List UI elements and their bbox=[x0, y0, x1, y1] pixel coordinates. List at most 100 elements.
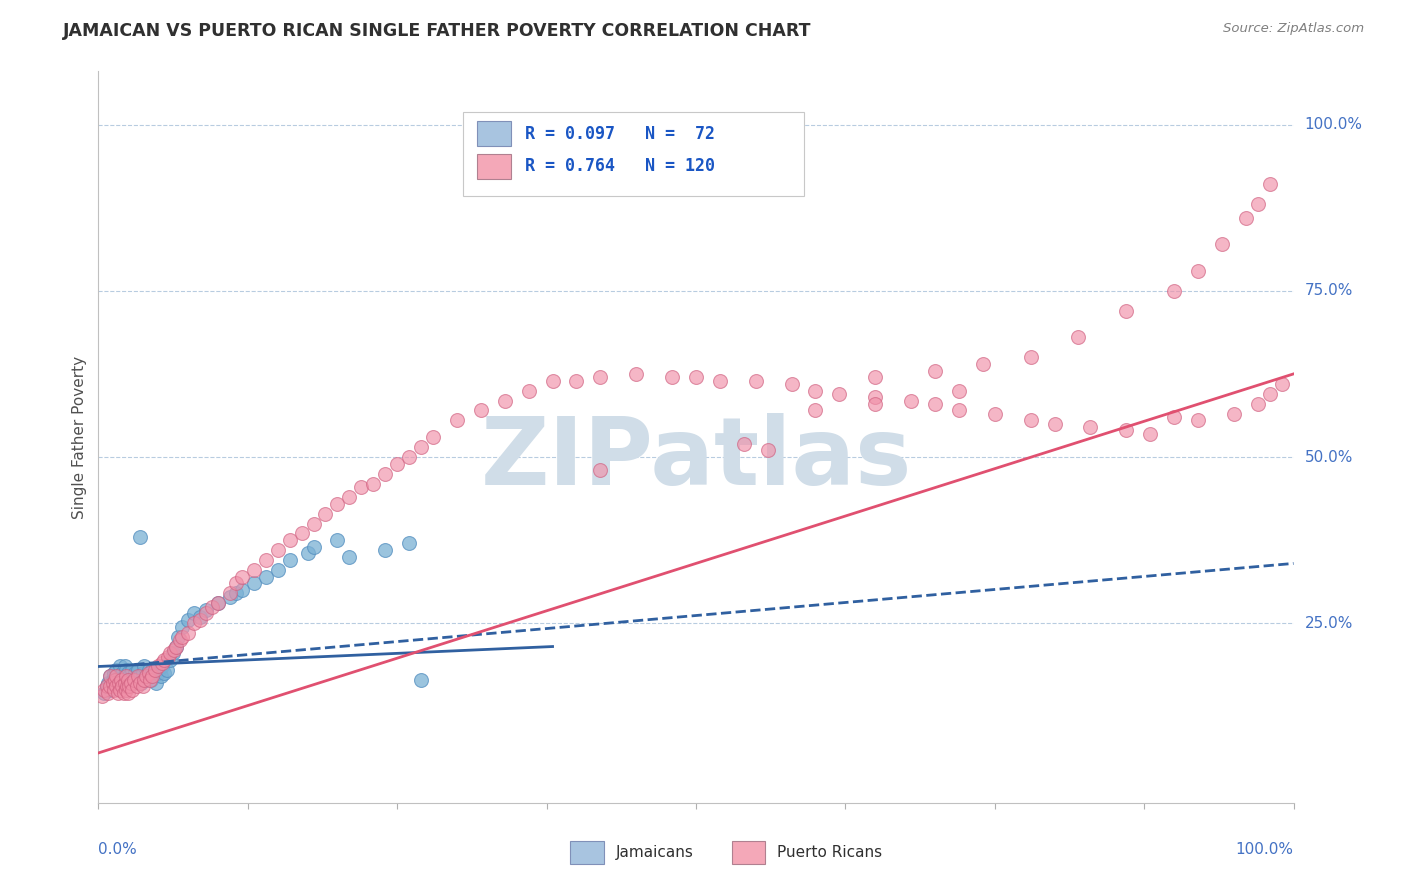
Point bbox=[984, 407, 1007, 421]
Point bbox=[900, 393, 922, 408]
Point bbox=[107, 676, 129, 690]
Point bbox=[231, 570, 253, 584]
Point bbox=[110, 673, 132, 687]
Point bbox=[470, 403, 492, 417]
Point bbox=[101, 676, 124, 690]
Point bbox=[124, 666, 146, 681]
Point bbox=[385, 457, 409, 471]
Point bbox=[756, 443, 779, 458]
Point bbox=[132, 673, 155, 687]
Point bbox=[183, 616, 205, 631]
Point bbox=[132, 659, 155, 673]
Text: R = 0.097   N =  72: R = 0.097 N = 72 bbox=[524, 125, 716, 143]
Point bbox=[1234, 211, 1257, 225]
Point bbox=[188, 613, 211, 627]
Point bbox=[422, 430, 444, 444]
Point bbox=[398, 450, 420, 464]
Point bbox=[148, 666, 170, 681]
Point bbox=[143, 663, 166, 677]
Point bbox=[243, 563, 266, 577]
Point bbox=[589, 463, 612, 477]
Point bbox=[207, 596, 229, 610]
Point bbox=[254, 570, 277, 584]
Point bbox=[150, 659, 173, 673]
Point bbox=[114, 676, 136, 690]
Point bbox=[167, 630, 190, 644]
Text: 100.0%: 100.0% bbox=[1236, 842, 1294, 856]
Point bbox=[225, 576, 247, 591]
Point bbox=[948, 384, 970, 398]
Point bbox=[1163, 410, 1185, 425]
Point bbox=[105, 676, 128, 690]
Point bbox=[565, 374, 588, 388]
Point bbox=[153, 666, 176, 681]
Point bbox=[374, 467, 396, 481]
Point bbox=[107, 680, 129, 694]
Point bbox=[165, 640, 187, 654]
Text: 50.0%: 50.0% bbox=[1305, 450, 1353, 465]
Text: 25.0%: 25.0% bbox=[1305, 615, 1353, 631]
Point bbox=[828, 387, 851, 401]
Point bbox=[153, 653, 176, 667]
Point bbox=[127, 663, 149, 677]
Point bbox=[111, 666, 134, 681]
FancyBboxPatch shape bbox=[477, 153, 510, 179]
Point bbox=[162, 646, 184, 660]
Text: Puerto Ricans: Puerto Ricans bbox=[778, 845, 883, 860]
Point bbox=[148, 659, 170, 673]
Point bbox=[103, 680, 125, 694]
Point bbox=[98, 682, 122, 697]
Point bbox=[156, 649, 179, 664]
Point bbox=[398, 536, 420, 550]
Point bbox=[105, 680, 128, 694]
Point bbox=[121, 663, 143, 677]
Point bbox=[411, 673, 433, 687]
Point bbox=[105, 663, 128, 677]
Point bbox=[363, 476, 385, 491]
Point bbox=[225, 586, 247, 600]
Point bbox=[93, 686, 115, 700]
Point bbox=[115, 680, 138, 694]
Point bbox=[172, 619, 194, 633]
Point bbox=[948, 403, 970, 417]
Point bbox=[117, 676, 139, 690]
Point bbox=[149, 669, 172, 683]
Point bbox=[115, 680, 138, 694]
Point bbox=[172, 630, 194, 644]
Point bbox=[177, 626, 200, 640]
Point bbox=[169, 632, 191, 647]
Point bbox=[1247, 197, 1270, 211]
Point bbox=[350, 480, 373, 494]
Point bbox=[98, 669, 122, 683]
Point bbox=[98, 669, 122, 683]
Point bbox=[103, 666, 125, 681]
Point bbox=[145, 676, 167, 690]
Point bbox=[107, 686, 129, 700]
Point bbox=[131, 680, 153, 694]
Point bbox=[541, 374, 564, 388]
Point bbox=[1019, 413, 1042, 427]
Point bbox=[98, 680, 122, 694]
Point bbox=[150, 656, 173, 670]
Point bbox=[124, 676, 146, 690]
Point bbox=[1115, 424, 1137, 438]
Point bbox=[865, 370, 887, 384]
Point bbox=[1187, 413, 1209, 427]
Point bbox=[1019, 351, 1042, 365]
Text: Jamaicans: Jamaicans bbox=[616, 845, 693, 860]
Point bbox=[1080, 420, 1102, 434]
Point bbox=[1139, 426, 1161, 441]
Point bbox=[143, 666, 166, 681]
Point bbox=[117, 686, 139, 700]
Point bbox=[118, 680, 141, 694]
Point bbox=[804, 384, 827, 398]
Point bbox=[326, 533, 349, 548]
Point bbox=[108, 659, 131, 673]
Point bbox=[131, 676, 153, 690]
Point bbox=[1258, 178, 1281, 192]
Text: R = 0.764   N = 120: R = 0.764 N = 120 bbox=[524, 158, 716, 176]
Point bbox=[111, 680, 134, 694]
Point bbox=[589, 370, 612, 384]
Point bbox=[135, 669, 157, 683]
Point bbox=[1115, 303, 1137, 318]
